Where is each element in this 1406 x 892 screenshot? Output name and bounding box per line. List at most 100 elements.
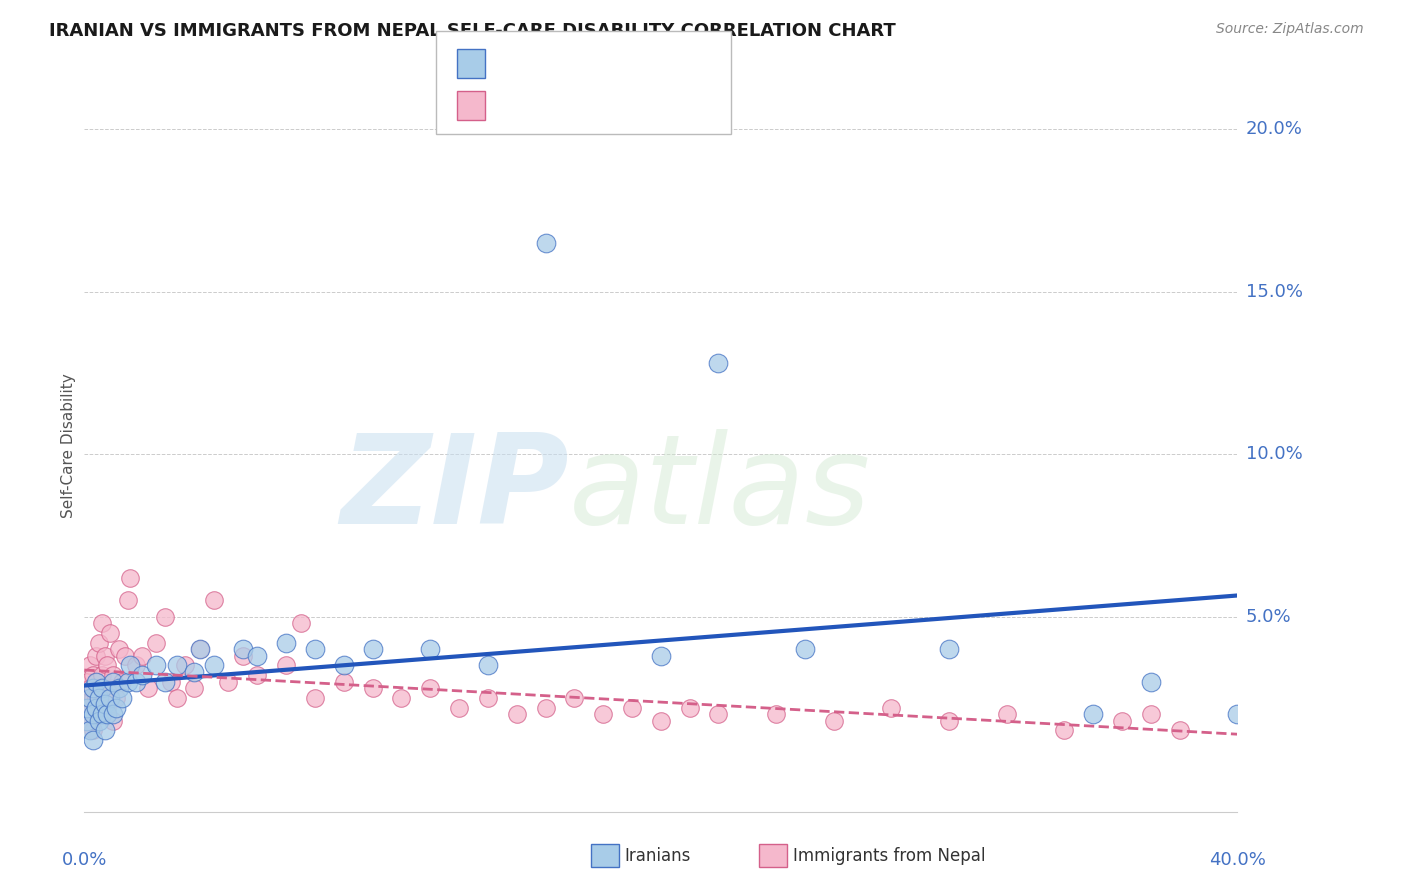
Point <box>136 681 159 696</box>
Point <box>96 707 118 722</box>
Point <box>880 700 903 714</box>
Point <box>93 648 115 663</box>
Point <box>96 700 118 714</box>
Point <box>449 700 471 714</box>
Point <box>679 700 702 714</box>
Point <box>79 690 101 705</box>
Point <box>87 707 110 722</box>
Point <box>166 690 188 705</box>
Point <box>160 674 183 689</box>
Point <box>87 635 110 649</box>
Point <box>995 707 1018 722</box>
Point <box>188 642 211 657</box>
Point <box>419 681 441 696</box>
Point <box>90 616 112 631</box>
Point <box>82 668 104 682</box>
Point <box>1168 723 1191 738</box>
Point <box>707 707 730 722</box>
Point <box>87 681 110 696</box>
Point <box>111 690 134 705</box>
Point <box>87 714 110 728</box>
Point <box>76 700 98 714</box>
Point <box>103 668 124 682</box>
Text: 20.0%: 20.0% <box>1246 120 1303 138</box>
Point <box>1111 714 1133 728</box>
Point <box>1140 707 1163 722</box>
Point <box>304 690 326 705</box>
Point <box>79 658 101 673</box>
Point <box>333 674 356 689</box>
Point <box>506 707 529 722</box>
Point <box>218 674 240 689</box>
Point <box>534 700 557 714</box>
Point <box>419 642 441 657</box>
Point <box>84 690 107 705</box>
Point <box>183 681 205 696</box>
Text: Iranians: Iranians <box>624 847 690 865</box>
Point <box>90 668 112 682</box>
Point <box>650 648 672 663</box>
Point <box>794 642 817 657</box>
Text: 15.0%: 15.0% <box>1246 283 1303 301</box>
Point <box>103 714 124 728</box>
Point <box>153 674 176 689</box>
Point <box>82 723 104 738</box>
Point <box>79 714 101 728</box>
Text: IRANIAN VS IMMIGRANTS FROM NEPAL SELF-CARE DISABILITY CORRELATION CHART: IRANIAN VS IMMIGRANTS FROM NEPAL SELF-CA… <box>49 22 896 40</box>
Point <box>153 609 176 624</box>
Text: 0.049: 0.049 <box>538 96 591 114</box>
Text: 0.174: 0.174 <box>538 54 591 72</box>
Point <box>477 658 499 673</box>
Point <box>145 658 167 673</box>
Point <box>82 733 104 747</box>
Point <box>938 642 960 657</box>
Point <box>120 571 142 585</box>
Point <box>276 635 298 649</box>
Point <box>98 626 121 640</box>
Point <box>90 707 112 722</box>
Point <box>105 700 128 714</box>
Point <box>1053 723 1076 738</box>
Point <box>84 700 107 714</box>
Point <box>391 690 413 705</box>
Point <box>202 593 225 607</box>
Point <box>117 674 139 689</box>
Point <box>96 658 118 673</box>
Point <box>82 690 104 705</box>
Text: N =: N = <box>592 96 640 114</box>
Point <box>84 648 107 663</box>
Text: 10.0%: 10.0% <box>1246 445 1303 463</box>
Point <box>232 642 254 657</box>
Point <box>117 593 139 607</box>
Point <box>120 658 142 673</box>
Point <box>707 356 730 370</box>
Point <box>82 707 104 722</box>
Point <box>87 690 110 705</box>
Point <box>114 648 136 663</box>
Point <box>111 674 134 689</box>
Text: ZIP: ZIP <box>340 429 568 550</box>
Point <box>105 690 128 705</box>
Text: atlas: atlas <box>568 429 870 550</box>
Point <box>823 714 845 728</box>
Point <box>333 658 356 673</box>
Point <box>477 690 499 705</box>
Point <box>93 690 115 705</box>
Point <box>108 681 131 696</box>
Text: 48: 48 <box>634 54 657 72</box>
Text: Source: ZipAtlas.com: Source: ZipAtlas.com <box>1216 22 1364 37</box>
Point <box>246 648 269 663</box>
Text: R =: R = <box>496 96 533 114</box>
Point <box>125 658 148 673</box>
Point <box>592 707 614 722</box>
Text: 0.0%: 0.0% <box>62 851 107 869</box>
Y-axis label: Self-Care Disability: Self-Care Disability <box>60 374 76 518</box>
Point <box>534 235 557 250</box>
Text: 40.0%: 40.0% <box>1209 851 1265 869</box>
Point <box>290 616 312 631</box>
Point <box>84 674 107 689</box>
Point <box>131 648 153 663</box>
Text: 5.0%: 5.0% <box>1246 607 1292 625</box>
Point <box>76 707 98 722</box>
Point <box>276 658 298 673</box>
